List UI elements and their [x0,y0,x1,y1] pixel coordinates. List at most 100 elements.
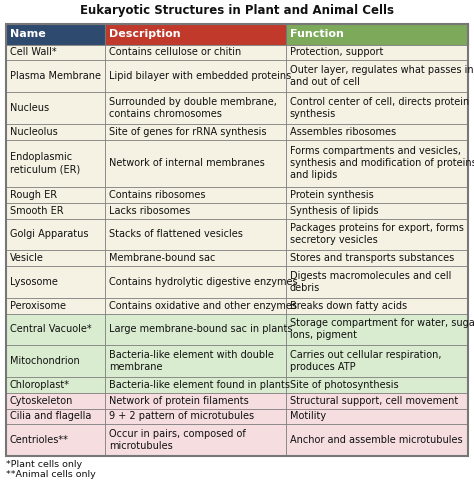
Bar [6,424,105,456]
Text: Assembles ribosomes: Assembles ribosomes [290,127,396,136]
Bar [6,24,468,456]
Text: Site of genes for rRNA synthesis: Site of genes for rRNA synthesis [109,127,267,136]
Text: Site of photosynthesis: Site of photosynthesis [290,380,398,390]
Text: Contains oxidative and other enzymes: Contains oxidative and other enzymes [109,301,297,311]
Text: Stores and transports substances: Stores and transports substances [290,253,454,263]
Text: Network of protein filaments: Network of protein filaments [109,395,249,406]
Bar [105,266,285,298]
Bar [6,314,105,345]
Text: Golgi Apparatus: Golgi Apparatus [10,229,89,240]
Bar [105,345,285,377]
Bar [6,45,105,60]
Bar [105,250,285,266]
Bar [105,408,285,424]
Bar [6,345,105,377]
Bar [285,298,468,314]
Bar [105,203,285,219]
Bar [105,124,285,139]
Text: Synthesis of lipids: Synthesis of lipids [290,206,378,216]
Bar [6,377,105,393]
Bar [285,393,468,408]
Text: Control center of cell, directs protein
synthesis: Control center of cell, directs protein … [290,97,469,119]
Text: Breaks down fatty acids: Breaks down fatty acids [290,301,407,311]
Bar [6,298,105,314]
Text: Lysosome: Lysosome [10,277,58,287]
Text: Chloroplast*: Chloroplast* [10,380,70,390]
Text: Carries out cellular respiration,
produces ATP: Carries out cellular respiration, produc… [290,350,441,372]
Text: Digests macromolecules and cell
debris: Digests macromolecules and cell debris [290,271,451,293]
Bar [6,60,105,92]
Bar [105,60,285,92]
Bar [105,314,285,345]
Text: Mitochondrion: Mitochondrion [10,356,80,366]
Text: Centrioles**: Centrioles** [10,435,69,445]
Text: Contains hydrolytic digestive enzymes: Contains hydrolytic digestive enzymes [109,277,298,287]
Bar [285,266,468,298]
Text: Storage compartment for water, sugars,
ions, pigment: Storage compartment for water, sugars, i… [290,318,474,340]
Text: Nucleolus: Nucleolus [10,127,58,136]
Text: Contains ribosomes: Contains ribosomes [109,190,206,200]
Bar [285,139,468,187]
Text: Contains cellulose or chitin: Contains cellulose or chitin [109,47,242,58]
Bar [6,203,105,219]
Bar [105,45,285,60]
Text: Nucleus: Nucleus [10,103,49,113]
Text: Large membrane-bound sac in plants: Large membrane-bound sac in plants [109,324,293,334]
Text: Cytoskeleton: Cytoskeleton [10,395,73,406]
Bar [6,393,105,408]
Bar [6,139,105,187]
Text: 9 + 2 pattern of microtubules: 9 + 2 pattern of microtubules [109,411,255,422]
Text: Outer layer, regulates what passes in
and out of cell: Outer layer, regulates what passes in an… [290,65,473,87]
Text: Function: Function [290,30,343,39]
Bar [105,377,285,393]
Bar [6,408,105,424]
Text: Bacteria-like element found in plants: Bacteria-like element found in plants [109,380,291,390]
Bar [105,219,285,250]
Text: Lipid bilayer with embedded proteins: Lipid bilayer with embedded proteins [109,71,292,81]
Bar [285,314,468,345]
Text: Structural support, cell movement: Structural support, cell movement [290,395,458,406]
Bar [285,408,468,424]
Text: Stacks of flattened vesicles: Stacks of flattened vesicles [109,229,243,240]
Text: Description: Description [109,30,181,39]
Text: Lacks ribosomes: Lacks ribosomes [109,206,191,216]
Bar [285,92,468,124]
Text: Surrounded by double membrane,
contains chromosomes: Surrounded by double membrane, contains … [109,97,277,119]
Text: Vesicle: Vesicle [10,253,44,263]
Text: Motility: Motility [290,411,326,422]
Bar [6,250,105,266]
Bar [285,187,468,203]
Bar [105,187,285,203]
Bar [285,345,468,377]
Bar [285,250,468,266]
Text: Cell Wall*: Cell Wall* [10,47,56,58]
Bar [6,24,105,45]
Bar [285,219,468,250]
Text: Forms compartments and vesicles,
synthesis and modification of proteins
and lipi: Forms compartments and vesicles, synthes… [290,146,474,180]
Text: Rough ER: Rough ER [10,190,57,200]
Bar [105,92,285,124]
Bar [285,45,468,60]
Bar [285,377,468,393]
Text: Cilia and flagella: Cilia and flagella [10,411,91,422]
Text: Plasma Membrane: Plasma Membrane [10,71,101,81]
Text: Endoplasmic
reticulum (ER): Endoplasmic reticulum (ER) [10,152,80,174]
Text: Name: Name [10,30,46,39]
Text: Packages proteins for export, forms
secretory vesicles: Packages proteins for export, forms secr… [290,224,464,245]
Text: Membrane-bound sac: Membrane-bound sac [109,253,216,263]
Bar [285,424,468,456]
Text: *Plant cells only: *Plant cells only [6,460,82,469]
Bar [6,187,105,203]
Bar [6,92,105,124]
Bar [285,203,468,219]
Text: Occur in pairs, composed of
microtubules: Occur in pairs, composed of microtubules [109,429,246,451]
Text: Bacteria-like element with double
membrane: Bacteria-like element with double membra… [109,350,274,372]
Text: Protein synthesis: Protein synthesis [290,190,373,200]
Text: Eukaryotic Structures in Plant and Animal Cells: Eukaryotic Structures in Plant and Anima… [80,4,394,17]
Bar [105,24,285,45]
Bar [105,298,285,314]
Bar [105,393,285,408]
Text: **Animal cells only: **Animal cells only [6,470,96,479]
Bar [6,266,105,298]
Text: Protection, support: Protection, support [290,47,383,58]
